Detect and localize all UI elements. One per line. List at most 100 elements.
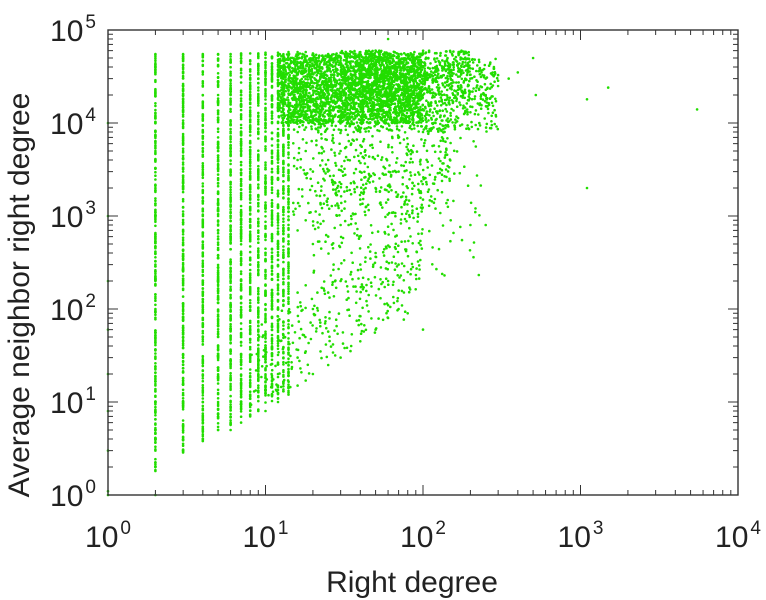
data-point (154, 461, 157, 464)
data-point (201, 73, 205, 76)
data-point (248, 325, 252, 328)
data-point (229, 241, 232, 244)
data-point (489, 72, 493, 75)
data-point (201, 379, 205, 383)
data-point (248, 158, 252, 161)
data-point (154, 295, 157, 299)
data-point (330, 85, 333, 89)
data-point (327, 60, 331, 64)
data-point (201, 270, 205, 274)
data-point (466, 113, 469, 116)
data-point (201, 135, 205, 138)
data-point (331, 101, 335, 104)
data-point (181, 268, 185, 272)
data-point (239, 56, 243, 60)
data-point (154, 145, 157, 149)
data-point (248, 125, 252, 129)
data-point (458, 101, 461, 104)
data-point (270, 117, 274, 120)
data-point (248, 299, 252, 302)
data-point (216, 382, 220, 385)
data-point (201, 394, 205, 397)
data-point (287, 374, 290, 378)
data-point (257, 183, 260, 186)
data-point (181, 161, 185, 164)
data-point (264, 64, 267, 68)
data-point (276, 298, 280, 302)
data-point (216, 402, 220, 406)
data-point (421, 104, 425, 107)
data-point (248, 106, 252, 109)
data-point (318, 62, 321, 66)
data-point (305, 91, 308, 94)
data-point (248, 390, 252, 394)
data-point (282, 217, 285, 220)
data-point (181, 100, 185, 103)
data-point (239, 228, 243, 231)
data-point (239, 163, 243, 167)
data-point (257, 187, 260, 190)
data-point (264, 347, 267, 350)
data-point (270, 247, 274, 251)
data-point (239, 410, 243, 413)
data-point (276, 362, 280, 366)
data-point (216, 79, 220, 83)
data-point (282, 191, 285, 195)
data-point (257, 261, 260, 264)
data-point (288, 73, 292, 77)
data-point (257, 255, 260, 259)
data-point (181, 312, 185, 316)
data-point (201, 102, 205, 106)
data-point (239, 177, 243, 181)
data-point (201, 304, 205, 308)
data-point (216, 136, 220, 139)
data-point (321, 93, 325, 97)
data-point (248, 356, 252, 360)
data-point (309, 110, 313, 114)
data-point (239, 188, 243, 191)
data-point (201, 357, 205, 361)
data-point (257, 231, 260, 234)
data-point (229, 285, 232, 289)
data-point (201, 377, 205, 380)
data-point (216, 130, 220, 133)
data-point (287, 254, 290, 258)
data-point (239, 327, 243, 331)
data-point (154, 130, 157, 134)
data-point (248, 397, 252, 401)
data-point (282, 223, 285, 227)
data-point (276, 203, 280, 206)
data-point (239, 114, 243, 117)
data-point (331, 94, 334, 97)
data-point (320, 89, 323, 93)
data-point (154, 263, 157, 266)
data-point (181, 277, 185, 281)
data-point (264, 307, 267, 311)
data-point (248, 102, 252, 105)
data-point (201, 153, 205, 156)
data-point (229, 394, 232, 398)
data-point (181, 187, 185, 190)
data-point (239, 123, 243, 127)
data-point (291, 56, 294, 60)
data-point (257, 92, 260, 96)
data-point (282, 363, 285, 366)
data-point (229, 185, 232, 189)
data-point (389, 115, 392, 119)
data-point (280, 65, 284, 69)
data-point (229, 269, 232, 273)
data-point (239, 236, 243, 239)
data-point (276, 165, 280, 168)
data-point (270, 272, 274, 276)
data-point (239, 142, 243, 145)
data-point (181, 388, 185, 392)
data-point (154, 445, 157, 449)
data-point (229, 188, 232, 192)
data-point (229, 406, 232, 410)
data-point (287, 141, 290, 144)
data-point (287, 218, 290, 221)
data-point (257, 247, 260, 250)
data-point (264, 56, 267, 60)
data-point (465, 127, 468, 130)
data-point (352, 118, 356, 121)
